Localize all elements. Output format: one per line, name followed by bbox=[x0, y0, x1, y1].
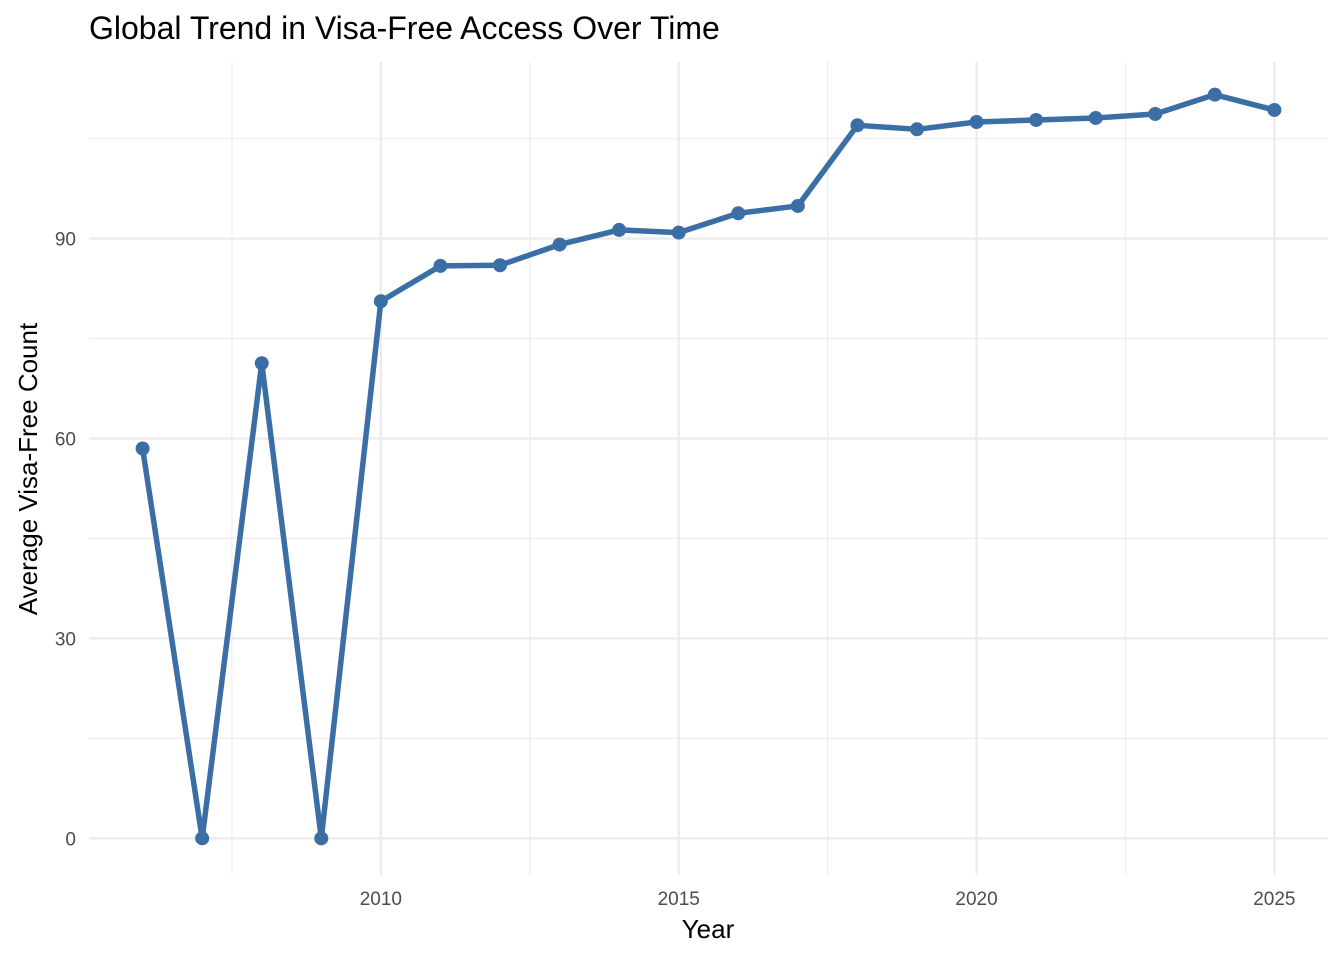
data-point bbox=[1029, 112, 1044, 127]
data-point bbox=[1148, 106, 1163, 121]
y-tick-label: 0 bbox=[65, 829, 76, 850]
data-point bbox=[731, 206, 746, 221]
data-point bbox=[671, 225, 686, 240]
data-point bbox=[969, 114, 984, 129]
data-point bbox=[433, 258, 448, 273]
data-point bbox=[1267, 102, 1282, 117]
chart-title: Global Trend in Visa-Free Access Over Ti… bbox=[89, 10, 720, 46]
y-axis-title: Average Visa-Free Count bbox=[13, 322, 43, 615]
x-tick-label: 2025 bbox=[1253, 889, 1295, 910]
data-point bbox=[1207, 87, 1222, 102]
data-point bbox=[493, 258, 508, 273]
x-tick-label: 2010 bbox=[360, 889, 402, 910]
y-tick-label: 90 bbox=[55, 230, 76, 251]
data-point bbox=[135, 441, 150, 456]
x-tick-label: 2020 bbox=[955, 889, 997, 910]
data-point bbox=[1088, 110, 1103, 125]
data-point bbox=[552, 237, 567, 252]
series-layer bbox=[135, 87, 1282, 846]
data-point bbox=[373, 294, 388, 309]
data-point bbox=[850, 118, 865, 133]
series-line bbox=[139, 91, 1278, 842]
data-point bbox=[790, 198, 805, 213]
x-tick-label: 2015 bbox=[658, 889, 700, 910]
data-point bbox=[612, 222, 627, 237]
y-tick-label: 60 bbox=[55, 430, 76, 451]
tick-labels: 2010 2015 2020 2025 0 30 60 90 bbox=[55, 230, 1296, 910]
data-point bbox=[909, 122, 924, 137]
data-point bbox=[254, 356, 269, 371]
x-axis-title: Year bbox=[682, 914, 735, 944]
y-tick-label: 30 bbox=[55, 629, 76, 650]
data-point bbox=[314, 831, 329, 846]
data-point bbox=[195, 831, 210, 846]
